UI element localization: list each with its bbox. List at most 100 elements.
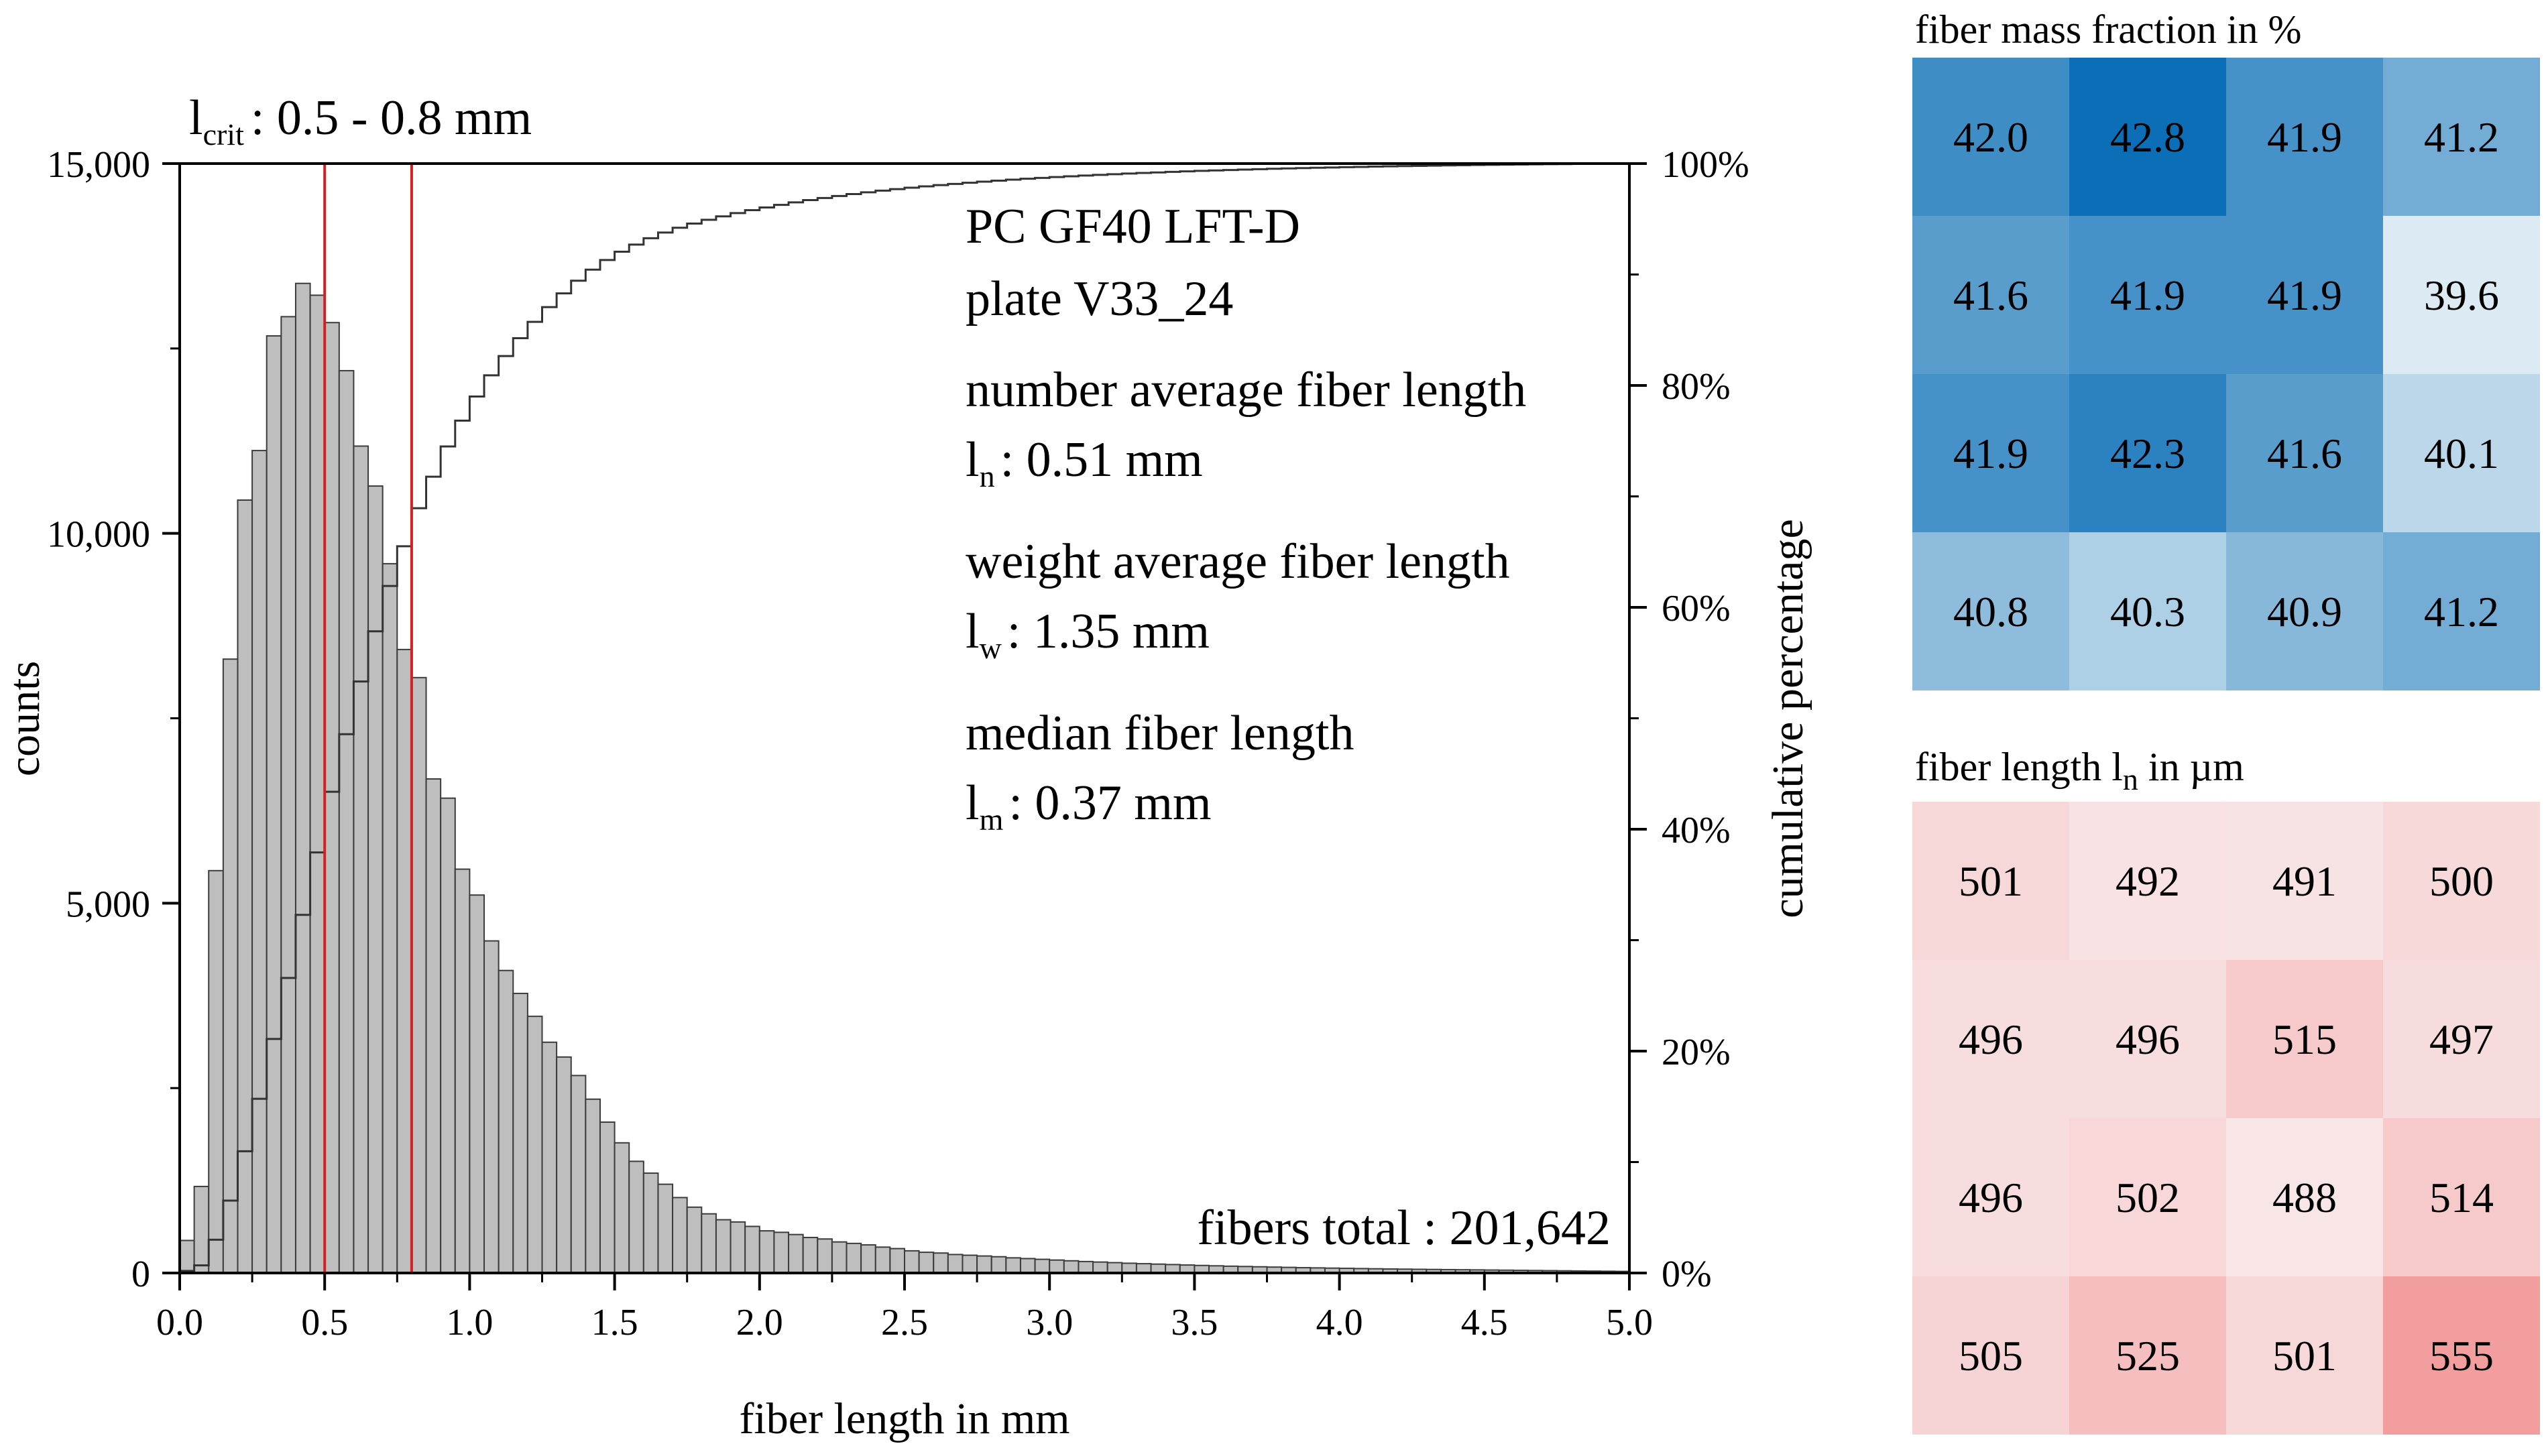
- heatmap-cell: [2226, 58, 2383, 216]
- heatmap-cell-label: 41.9: [1953, 430, 2028, 477]
- histogram-bar: [1063, 1260, 1080, 1274]
- y2-tick-label: 60%: [1662, 588, 1731, 629]
- ln-symbol: l: [966, 432, 980, 487]
- histogram-bar: [657, 1183, 674, 1274]
- histogram-bar: [860, 1244, 876, 1274]
- heatmap-cell-label: 40.3: [2110, 588, 2185, 635]
- histogram-bar: [889, 1248, 906, 1274]
- heatmap-cell: [2069, 216, 2226, 374]
- histogram-bar: [1092, 1261, 1108, 1274]
- histogram-bar: [672, 1197, 688, 1274]
- heatmap-cell-label: 42.3: [2110, 430, 2185, 477]
- histogram-bar: [294, 282, 311, 1274]
- histogram-bar: [237, 499, 253, 1274]
- heatmap-cell: [2383, 374, 2540, 532]
- histogram-bar: [309, 294, 326, 1274]
- histogram-bar: [266, 335, 282, 1274]
- heatmap-cell: [2069, 1276, 2226, 1435]
- x-axis: 0.0 0.5 1.0 1.5 2.0 2.5 3.0 3.5 4.0 4.5 5.0: [156, 1273, 1653, 1343]
- heatmap-cell: [1912, 58, 2069, 216]
- heatmap-cell-label: 496: [2116, 1016, 2180, 1063]
- heatmap-cell-label: 492: [2116, 857, 2180, 905]
- y2-axis: 0% 20% 40% 60% 80% 100%: [1629, 144, 1749, 1295]
- histogram-bar: [208, 869, 224, 1274]
- heatmap-cell-label: 41.9: [2267, 271, 2342, 319]
- heatmap-cell: [2383, 58, 2540, 216]
- heatmap-cell-label: 515: [2272, 1016, 2337, 1063]
- histogram-bar: [904, 1250, 920, 1274]
- heatmap-cell-label: 42.8: [2110, 113, 2185, 161]
- info-median-label: median fiber length: [966, 706, 1354, 761]
- y2-tick-label: 20%: [1662, 1032, 1731, 1073]
- heatmap-cell: [1912, 532, 2069, 690]
- heatmap-fiber-length-title: fiber length ln in µm: [1915, 745, 2244, 796]
- x-tick-label: 5.0: [1606, 1302, 1653, 1343]
- histogram-bar: [686, 1206, 703, 1274]
- histogram-bar: [715, 1219, 732, 1274]
- histogram-bar: [251, 450, 268, 1274]
- heatmap-cell: [1912, 1118, 2069, 1276]
- heatmap-cell-label: 488: [2272, 1174, 2337, 1221]
- x-tick-label: 2.5: [881, 1302, 928, 1343]
- histogram-bar: [440, 797, 456, 1274]
- histogram-bar: [324, 322, 340, 1274]
- histogram-bar: [817, 1238, 833, 1274]
- histogram-bars: [179, 282, 1630, 1274]
- heatmap-mass-fraction-cells: 42.0 42.8 41.9 41.2 41.6 41.9 41.9 39.6 41.9 42.3…: [1912, 58, 2540, 690]
- heatmap-mass-fraction: fiber mass fraction in % 42.0 42.8 41.9 41.…: [1912, 7, 2540, 690]
- heatmap-cell-label: 41.6: [1953, 271, 2028, 319]
- lw-value: : 1.35 mm: [1007, 604, 1210, 659]
- y2-tick-label: 0%: [1662, 1254, 1712, 1295]
- histogram-bar: [570, 1075, 587, 1274]
- x-tick-label: 2.0: [736, 1302, 783, 1343]
- histogram-bar: [976, 1255, 992, 1274]
- heatmap-cell-label: 496: [1959, 1016, 2023, 1063]
- heatmap-cell-label: 501: [1959, 857, 2023, 905]
- histogram-bar: [701, 1213, 717, 1274]
- heatmap-cell-label: 42.0: [1953, 113, 2028, 161]
- histogram-bar: [425, 778, 442, 1274]
- info-median-value: lm: 0.37 mm: [966, 776, 1212, 837]
- cumulative-line: [178, 162, 1629, 1273]
- y2-tick-label: 80%: [1662, 366, 1731, 408]
- heatmap-cell-label: 496: [1959, 1174, 2023, 1221]
- histogram-bar: [642, 1172, 659, 1274]
- heatmap-cell: [2383, 1118, 2540, 1276]
- histogram-bar: [1019, 1258, 1036, 1274]
- heatmap-cell: [2069, 58, 2226, 216]
- lw-subscript: w: [980, 631, 1002, 665]
- heatmap-cell: [2226, 532, 2383, 690]
- x-tick-label: 1.5: [591, 1302, 638, 1343]
- histogram-bar: [410, 676, 427, 1274]
- heatmap-cell: [2383, 960, 2540, 1118]
- x-tick-label: 0.0: [156, 1302, 203, 1343]
- histogram-bar: [802, 1237, 819, 1274]
- histogram-bar: [744, 1225, 760, 1274]
- heatmap-cell-label: 40.8: [1953, 588, 2028, 635]
- y-tick-label: 15,000: [47, 144, 150, 186]
- heatmap-cell: [2226, 1276, 2383, 1435]
- heatmap-cell: [2383, 1276, 2540, 1435]
- histogram-bar: [526, 1016, 543, 1274]
- heatmap-cell-label: 502: [2116, 1174, 2180, 1221]
- histogram-bar: [1121, 1262, 1137, 1274]
- heatmap-cell-label: 497: [2429, 1016, 2494, 1063]
- histogram-bar: [396, 648, 412, 1274]
- info-block: PC GF40 LFT-D plate V33_24 number averag…: [966, 199, 1611, 1256]
- heatmap-cell: [2226, 960, 2383, 1118]
- heatmap-cell-label: 525: [2116, 1332, 2180, 1380]
- histogram-bar: [541, 1041, 558, 1274]
- histogram-bar: [280, 316, 296, 1274]
- heatmap-cell: [2226, 802, 2383, 960]
- y2-tick-label: 40%: [1662, 810, 1731, 851]
- info-fibers-total: fibers total : 201,642: [1197, 1201, 1611, 1256]
- info-weight-average-value: lw: 1.35 mm: [966, 604, 1210, 665]
- x-tick-label: 1.0: [446, 1302, 493, 1343]
- histogram-bar: [874, 1246, 891, 1274]
- histogram-bar: [454, 868, 471, 1274]
- histogram-bar: [498, 969, 514, 1274]
- histogram-bar: [222, 658, 239, 1274]
- histogram-bar: [585, 1098, 601, 1274]
- heatmap-fiber-length-title-suffix: in µm: [2138, 745, 2244, 789]
- histogram-bar: [933, 1252, 949, 1274]
